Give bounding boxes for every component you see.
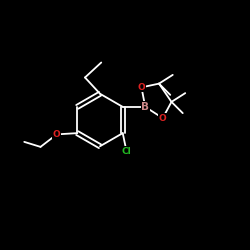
- Text: O: O: [159, 114, 166, 122]
- Text: O: O: [53, 130, 61, 139]
- Text: O: O: [138, 83, 145, 92]
- Text: Cl: Cl: [122, 146, 131, 156]
- Text: B: B: [141, 102, 149, 112]
